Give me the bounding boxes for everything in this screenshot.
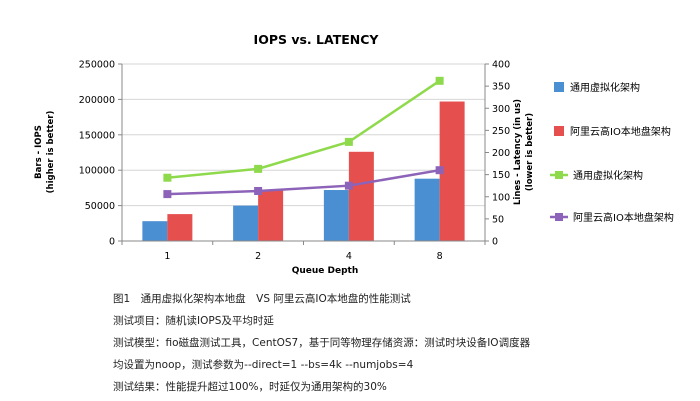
point-aliyun-qd4 — [344, 181, 353, 190]
right-tick-label: 350 — [492, 82, 510, 93]
right-tick-label: 200 — [492, 148, 510, 159]
bar-aliyun-qd4 — [348, 151, 374, 241]
left-tick-label: 100000 — [79, 166, 115, 177]
right-tick-label: 250 — [492, 126, 510, 137]
point-generic-qd2 — [254, 164, 263, 173]
right-tick-label: 50 — [492, 214, 504, 225]
point-aliyun-qd8 — [435, 166, 444, 175]
bar-generic-qd2 — [233, 205, 259, 241]
right-tick-label: 100 — [492, 192, 510, 203]
x-axis-title: Queue Depth — [292, 266, 359, 276]
left-tick-label: 0 — [109, 237, 115, 248]
caption-line-1: 图1 通用虚拟化架构本地盘 VS 阿里云高IO本地盘的性能测试 — [113, 293, 411, 305]
caption-line-2: 测试项目：随机读IOPS及平均时延 — [113, 315, 274, 327]
x-tick-label: 1 — [164, 251, 170, 262]
caption-line-5: 测试结果：性能提升超过100%，时延仅为通用架构的30% — [113, 381, 387, 393]
x-tick-label: 8 — [437, 251, 443, 262]
line-aliyun-latency — [167, 168, 440, 196]
right-tick-label: 150 — [492, 170, 510, 181]
point-generic-qd4 — [344, 137, 353, 146]
left-tick-label: 200000 — [79, 95, 115, 106]
point-generic-qd1 — [163, 173, 172, 182]
line-generic-latency — [167, 79, 441, 179]
iops-latency-chart: IOPS vs. LATENCY 05000010000015000020000… — [34, 32, 674, 277]
caption-line-4: 均设置为noop，测试参数为--direct=1 --bs=4k --numjo… — [113, 359, 414, 371]
left-tick-label: 50000 — [85, 201, 115, 212]
left-axis-title-line-2: (higher is better) — [46, 111, 56, 194]
bar-aliyun-qd1 — [167, 214, 193, 241]
right-tick-label: 0 — [492, 237, 498, 248]
line-series-layer — [163, 76, 444, 199]
legend-swatch-bar-generic — [554, 82, 564, 92]
legend-label-line-generic: 通用虚拟化架构 — [573, 169, 643, 182]
bar-aliyun-qd8 — [439, 101, 465, 241]
bar-series-layer — [142, 101, 465, 241]
point-aliyun-qd2 — [254, 186, 263, 195]
right-axis-title-line-2: (lower is better) — [525, 113, 535, 191]
bar-generic-qd1 — [142, 221, 168, 241]
bar-generic-qd4 — [323, 190, 349, 241]
point-aliyun-qd1 — [163, 190, 172, 199]
x-tick-label: 4 — [346, 251, 352, 262]
caption-line-3: 测试模型：fio磁盘测试工具，CentOS7，基于同等物理存储资源：测试时块设备… — [113, 337, 531, 349]
right-tick-label: 400 — [492, 60, 510, 71]
legend-marker-line-generic — [555, 171, 563, 179]
axes: 0 50000 100000 150000 200000 250000 0 50 100 150 2… — [34, 60, 535, 277]
legend-label-bar-aliyun: 阿里云高IO本地盘架构 — [570, 125, 671, 138]
legend-swatch-bar-aliyun — [554, 126, 564, 136]
point-generic-qd8 — [435, 76, 444, 85]
left-axis-title-line-1: Bars - IOPS — [34, 125, 44, 179]
figure-caption: 图1 通用虚拟化架构本地盘 VS 阿里云高IO本地盘的性能测试 测试项目：随机读… — [113, 288, 693, 398]
chart-title: IOPS vs. LATENCY — [254, 32, 380, 47]
right-tick-label: 300 — [492, 104, 510, 115]
left-axis-title: Bars - IOPS (higher is better) — [34, 111, 56, 194]
legend-label-line-aliyun: 阿里云高IO本地盘架构 — [573, 211, 674, 224]
left-tick-label: 150000 — [79, 130, 115, 141]
left-tick-label: 250000 — [79, 60, 115, 71]
x-tick-label: 2 — [255, 251, 261, 262]
legend-marker-line-aliyun — [555, 213, 563, 221]
legend-label-bar-generic: 通用虚拟化架构 — [570, 81, 640, 94]
right-axis-title-line-1: Lines - Latency (in us) — [513, 99, 523, 205]
bar-aliyun-qd2 — [258, 190, 284, 241]
right-axis-title: Lines - Latency (in us) (lower is better) — [513, 99, 535, 205]
bar-generic-qd8 — [414, 178, 440, 241]
